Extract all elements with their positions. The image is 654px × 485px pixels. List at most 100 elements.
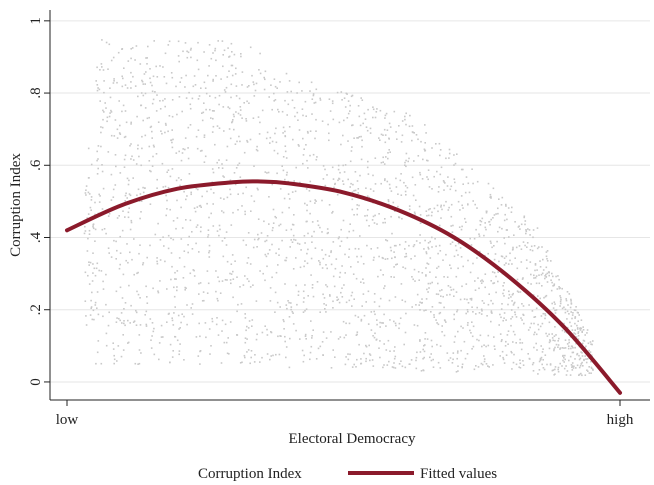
scatter-point bbox=[564, 339, 567, 341]
scatter-point bbox=[249, 286, 252, 288]
scatter-point bbox=[279, 188, 282, 190]
scatter-point bbox=[207, 229, 210, 231]
scatter-point bbox=[408, 205, 411, 207]
scatter-point bbox=[309, 200, 312, 203]
scatter-point bbox=[566, 318, 568, 320]
scatter-point bbox=[574, 317, 576, 319]
scatter-point bbox=[519, 362, 522, 365]
scatter-point bbox=[282, 319, 285, 321]
scatter-point bbox=[551, 369, 554, 372]
scatter-point bbox=[534, 269, 536, 272]
scatter-point bbox=[199, 363, 201, 365]
scatter-point bbox=[472, 182, 474, 185]
scatter-point bbox=[294, 239, 297, 241]
scatter-point bbox=[526, 267, 528, 270]
scatter-point bbox=[446, 185, 449, 187]
scatter-point bbox=[172, 138, 174, 141]
scatter-point bbox=[267, 171, 270, 174]
scatter-point bbox=[174, 306, 176, 308]
scatter-point bbox=[297, 290, 300, 293]
scatter-point bbox=[212, 80, 214, 82]
scatter-point bbox=[145, 323, 148, 326]
scatter-point bbox=[586, 332, 588, 334]
scatter-point bbox=[540, 356, 543, 359]
scatter-point bbox=[451, 231, 454, 233]
scatter-point bbox=[221, 319, 224, 322]
scatter-point bbox=[124, 200, 126, 202]
scatter-point bbox=[264, 279, 266, 282]
y-tick-label: .8 bbox=[28, 87, 44, 98]
scatter-point bbox=[497, 280, 499, 283]
scatter-point bbox=[90, 299, 92, 302]
scatter-point bbox=[394, 322, 397, 325]
scatter-point bbox=[102, 118, 104, 121]
scatter-point bbox=[212, 125, 215, 128]
scatter-point bbox=[542, 359, 544, 361]
scatter-point bbox=[386, 180, 389, 183]
scatter-point bbox=[393, 320, 395, 323]
scatter-point bbox=[288, 206, 290, 209]
scatter-point bbox=[405, 165, 407, 168]
scatter-point bbox=[347, 140, 349, 142]
scatter-point bbox=[185, 198, 187, 201]
scatter-point bbox=[163, 76, 166, 78]
scatter-point bbox=[84, 300, 87, 302]
scatter-point bbox=[295, 284, 297, 287]
scatter-point bbox=[331, 166, 334, 169]
scatter-point bbox=[213, 110, 215, 112]
scatter-point bbox=[338, 301, 341, 304]
scatter-point bbox=[349, 186, 351, 188]
scatter-point bbox=[495, 213, 497, 215]
scatter-point bbox=[438, 186, 440, 188]
scatter-point bbox=[279, 81, 281, 83]
scatter-point bbox=[105, 303, 107, 306]
scatter-point bbox=[244, 341, 247, 344]
scatter-point bbox=[166, 288, 168, 290]
scatter-point bbox=[532, 294, 535, 296]
scatter-point bbox=[505, 205, 507, 207]
scatter-point bbox=[374, 313, 376, 316]
scatter-point bbox=[219, 228, 221, 231]
scatter-point bbox=[419, 234, 421, 236]
scatter-point bbox=[302, 137, 304, 140]
scatter-point bbox=[423, 309, 425, 312]
scatter-point bbox=[349, 104, 351, 107]
scatter-point bbox=[268, 196, 270, 198]
scatter-point bbox=[528, 304, 530, 306]
scatter-point bbox=[568, 339, 570, 341]
scatter-point bbox=[456, 357, 458, 360]
scatter-point bbox=[499, 313, 501, 316]
scatter-point bbox=[520, 248, 523, 250]
scatter-point bbox=[517, 291, 520, 293]
scatter-point bbox=[94, 228, 97, 231]
scatter-point bbox=[581, 374, 583, 377]
scatter-point bbox=[545, 266, 548, 269]
scatter-point bbox=[383, 313, 385, 316]
scatter-point bbox=[465, 312, 467, 315]
scatter-point bbox=[227, 106, 229, 108]
scatter-point bbox=[455, 249, 458, 252]
scatter-point bbox=[502, 292, 504, 295]
scatter-point bbox=[288, 198, 291, 200]
scatter-point bbox=[137, 144, 139, 147]
scatter-point bbox=[91, 280, 94, 282]
scatter-point bbox=[292, 224, 295, 226]
scatter-point bbox=[497, 230, 499, 233]
scatter-point bbox=[527, 329, 530, 331]
scatter-point bbox=[159, 65, 161, 67]
scatter-point bbox=[485, 228, 487, 231]
scatter-point bbox=[208, 44, 211, 46]
scatter-point bbox=[536, 269, 538, 271]
scatter-point bbox=[208, 256, 211, 258]
scatter-point bbox=[95, 267, 98, 270]
scatter-point bbox=[161, 162, 164, 165]
scatter-point bbox=[122, 349, 125, 351]
scatter-point bbox=[571, 365, 574, 367]
scatter-point bbox=[187, 251, 189, 254]
scatter-point bbox=[236, 334, 238, 336]
scatter-point bbox=[568, 313, 570, 315]
scatter-point bbox=[455, 371, 458, 373]
scatter-point bbox=[221, 163, 223, 165]
scatter-point bbox=[259, 121, 261, 124]
scatter-point bbox=[308, 190, 311, 192]
